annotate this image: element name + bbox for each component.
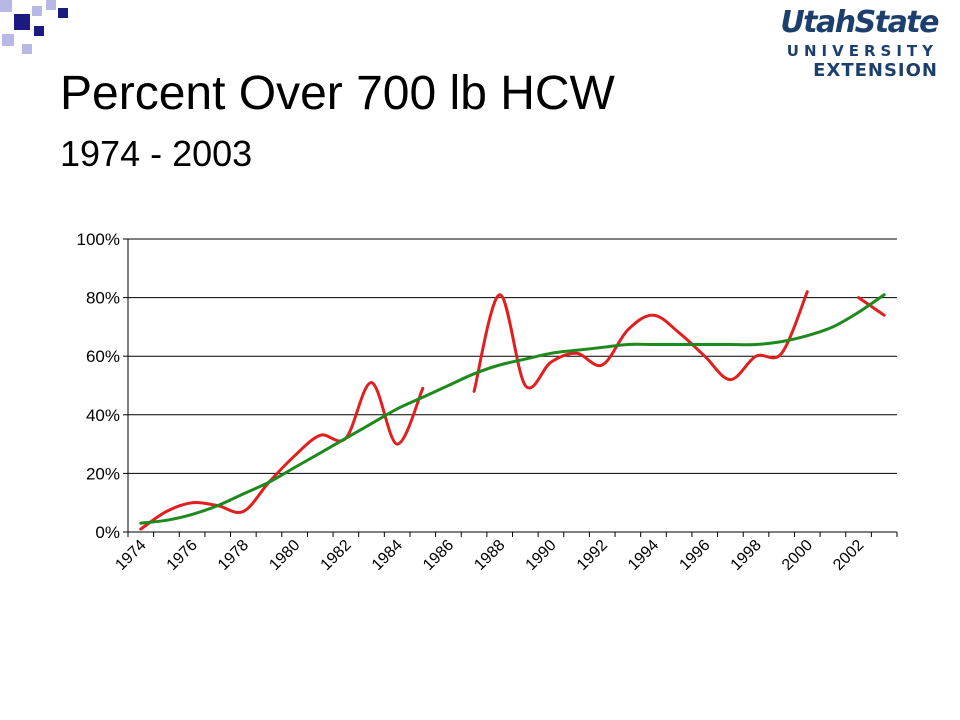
y-tick-label: 20% [86, 464, 120, 483]
y-tick-label: 0% [95, 523, 120, 542]
corner-square-light-5 [22, 44, 32, 54]
y-tick-label: 60% [86, 347, 120, 366]
series-line-1 [139, 381, 425, 531]
x-tick-label: 1982 [318, 537, 355, 574]
x-tick-label: 1996 [676, 537, 713, 574]
x-tick-label: 1974 [112, 537, 149, 574]
x-tick-label: 2002 [830, 537, 867, 574]
corner-square-light-3 [2, 34, 14, 46]
x-tick-label: 1988 [471, 537, 508, 574]
slide-title: Percent Over 700 lb HCW [60, 67, 615, 120]
corner-square-dark-3 [58, 8, 68, 18]
series-line-2 [139, 293, 886, 525]
x-tick-label: 1992 [574, 537, 611, 574]
corner-square-dark-1 [14, 14, 30, 30]
x-tick-label: 1990 [523, 537, 560, 574]
corner-square-light-4 [46, 0, 56, 10]
corner-square-light-2 [32, 6, 42, 16]
corner-decoration [0, 0, 68, 54]
x-tick-label: 2000 [779, 537, 816, 574]
logo-line-1: UtahState [780, 5, 939, 40]
x-tick-label: 1978 [215, 537, 252, 574]
x-tick-label: 1984 [369, 537, 406, 574]
series-line-1 [857, 296, 886, 317]
slide-subtitle: 1974 - 2003 [60, 133, 253, 174]
y-tick-label: 40% [86, 406, 120, 425]
x-tick-label: 1986 [420, 537, 457, 574]
logo-line-3: EXTENSION [813, 60, 938, 81]
x-tick-label: 1998 [728, 537, 765, 574]
y-tick-label: 80% [86, 289, 120, 308]
x-tick-label: 1980 [266, 537, 303, 574]
corner-square-light-1 [0, 0, 12, 12]
corner-square-dark-2 [34, 26, 44, 36]
logo-line-2: UNIVERSITY [786, 42, 938, 60]
series-line-1 [472, 290, 809, 393]
y-tick-label: 100% [77, 230, 120, 249]
university-logo: UtahState UNIVERSITY EXTENSION [780, 8, 950, 84]
x-tick-label: 1976 [164, 537, 201, 574]
x-tick-label: 1994 [625, 537, 662, 574]
